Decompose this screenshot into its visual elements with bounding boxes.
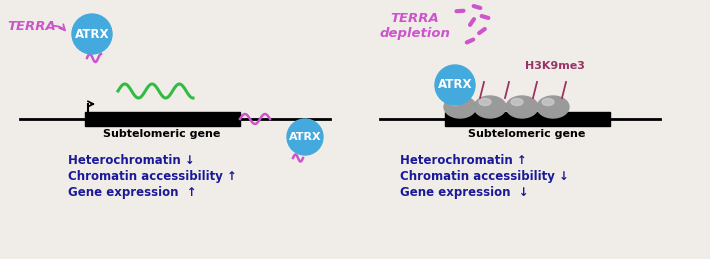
Text: Subtelomeric gene: Subtelomeric gene	[104, 129, 221, 139]
Ellipse shape	[542, 98, 554, 105]
Text: Chromatin accessibility ↑: Chromatin accessibility ↑	[68, 170, 237, 183]
Text: Heterochromatin ↑: Heterochromatin ↑	[400, 154, 527, 167]
Ellipse shape	[474, 96, 506, 118]
Ellipse shape	[537, 96, 569, 118]
Circle shape	[287, 119, 323, 155]
Text: TERRA
depletion: TERRA depletion	[380, 11, 450, 40]
Ellipse shape	[506, 96, 538, 118]
Text: Chromatin accessibility ↓: Chromatin accessibility ↓	[400, 170, 569, 183]
Text: Gene expression  ↓: Gene expression ↓	[400, 186, 529, 199]
Text: ATRX: ATRX	[289, 132, 322, 142]
Bar	[445, 112, 610, 126]
Circle shape	[435, 65, 475, 105]
Ellipse shape	[511, 98, 523, 105]
Ellipse shape	[449, 98, 461, 105]
Text: ATRX: ATRX	[438, 78, 472, 91]
Bar	[85, 112, 240, 126]
Text: TERRA: TERRA	[8, 19, 56, 32]
Ellipse shape	[444, 96, 476, 118]
Text: H3K9me3: H3K9me3	[525, 61, 585, 71]
Text: Subtelomeric gene: Subtelomeric gene	[469, 129, 586, 139]
Text: ATRX: ATRX	[75, 27, 109, 40]
Circle shape	[72, 14, 112, 54]
Ellipse shape	[479, 98, 491, 105]
Text: Heterochromatin ↓: Heterochromatin ↓	[68, 154, 195, 167]
Text: Gene expression  ↑: Gene expression ↑	[68, 186, 197, 199]
